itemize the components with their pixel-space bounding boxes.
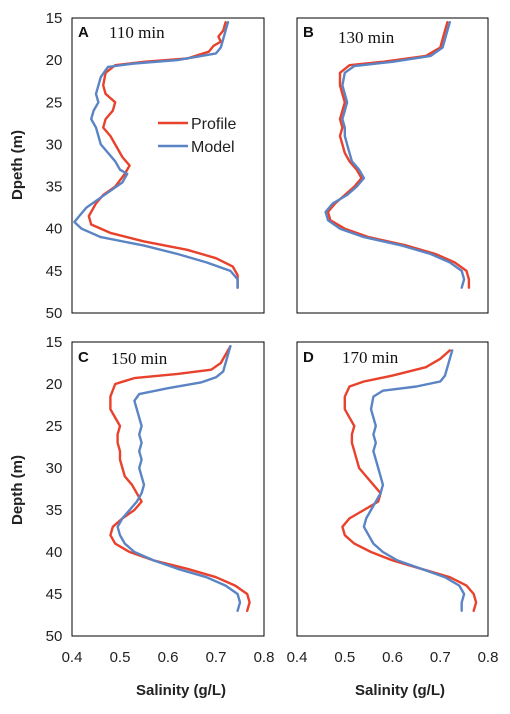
panel-a-letter: A	[78, 24, 89, 41]
panel-d-xtick-label: 0.8	[478, 649, 499, 666]
panel-a-ytick-label: 15	[46, 10, 63, 27]
panel-c-time: 150 min	[111, 349, 168, 368]
panel-d-xlabel: Salinity (g/L)	[355, 682, 445, 699]
panel-c-ylabel: Depth (m)	[9, 455, 26, 525]
panel-c-ytick-label: 45	[46, 586, 63, 603]
panel-d-time: 170 min	[342, 348, 399, 367]
panel-b-frame	[296, 17, 489, 314]
panel-c-letter: C	[78, 349, 89, 366]
panel-a-series-profile-line	[87, 21, 239, 289]
panel-c-ytick-label: 15	[46, 334, 63, 351]
panel-a-series	[73, 21, 239, 289]
panel-c-yticks: 15 20 25 30 35 40 45 50	[46, 334, 63, 645]
panel-a-ytick-label: 30	[46, 136, 63, 153]
panel-c-xtick-label: 0.5	[110, 649, 131, 666]
panel-c-xtick-label: 0.6	[158, 649, 179, 666]
panel-c-series-model-line	[116, 345, 242, 612]
panel-a-series-model-line	[73, 21, 239, 289]
legend-model-label: Model	[191, 139, 235, 156]
panel-c-ytick-label: 25	[46, 418, 63, 435]
panel-d: D 170 min Salinity (g/L) 0.4 0.5 0.6 0.7 0.8	[287, 341, 499, 699]
panel-a-frame	[71, 17, 265, 314]
panel-a: A 110 min Dpeth (m) 15 20 25 30 35 40 45 50 Pro…	[9, 10, 265, 322]
panel-c-xlabel: Salinity (g/L)	[136, 682, 226, 699]
panel-c-ytick-label: 20	[46, 376, 63, 393]
panel-c-ytick-label: 50	[46, 628, 63, 645]
panel-b-letter: B	[303, 24, 314, 41]
panel-d-xtick-label: 0.7	[430, 649, 451, 666]
panel-a-ytick-label: 45	[46, 263, 63, 280]
panel-c-xtick-label: 0.7	[206, 649, 227, 666]
panel-a-yticks: 15 20 25 30 35 40 45 50	[46, 10, 63, 322]
panel-c-ytick-label: 40	[46, 544, 63, 561]
panel-a-ytick-label: 35	[46, 179, 63, 196]
legend: Profile Model	[158, 116, 236, 156]
panel-c-ytick-label: 35	[46, 502, 63, 519]
legend-profile-label: Profile	[191, 116, 236, 133]
panel-b: B 130 min	[296, 17, 489, 314]
panel-a-ytick-label: 25	[46, 94, 63, 111]
panel-b-time: 130 min	[338, 28, 395, 47]
panel-c-frame	[71, 341, 265, 637]
panel-b-series	[324, 21, 471, 289]
panel-c-xticks: 0.4 0.5 0.6 0.7 0.8	[62, 649, 275, 666]
panel-c: C 150 min Depth (m) Salinity (g/L) 15 20 2…	[9, 334, 274, 699]
panel-a-ytick-label: 40	[46, 221, 63, 238]
panel-d-xticks: 0.4 0.5 0.6 0.7 0.8	[287, 649, 499, 666]
panel-d-xtick-label: 0.6	[382, 649, 403, 666]
panel-d-xtick-label: 0.5	[334, 649, 355, 666]
panel-a-time: 110 min	[109, 23, 165, 42]
panel-a-ytick-label: 20	[46, 52, 63, 69]
panel-c-ytick-label: 30	[46, 460, 63, 477]
panel-b-series-model-line	[324, 21, 466, 289]
panel-a-ylabel: Dpeth (m)	[9, 130, 26, 200]
panel-c-xtick-label: 0.8	[254, 649, 275, 666]
panel-c-series	[109, 345, 251, 612]
panel-d-series	[341, 349, 478, 612]
panel-d-series-profile-line	[341, 349, 478, 612]
panel-d-frame	[296, 341, 489, 637]
panel-d-letter: D	[303, 349, 314, 366]
panel-c-xtick-label: 0.4	[62, 649, 83, 666]
panel-a-ytick-label: 50	[46, 305, 63, 322]
panel-d-series-model-line	[362, 349, 466, 612]
panel-c-series-profile-line	[109, 345, 251, 612]
panel-d-xtick-label: 0.4	[287, 649, 308, 666]
